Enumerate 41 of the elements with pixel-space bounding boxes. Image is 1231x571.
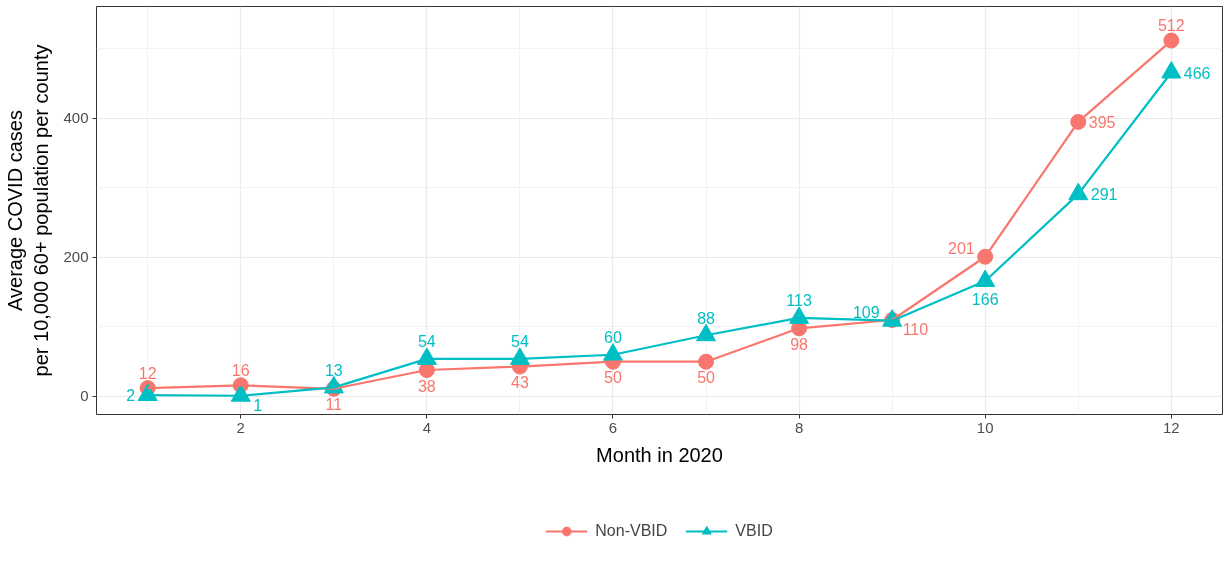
point [137,383,158,402]
y-axis-title: Average COVID cases per 10,000 60+ population per county [4,44,53,377]
x-tick-label: 10 [976,418,994,436]
data-label: 50 [604,369,622,387]
data-label: 201 [948,239,975,257]
data-label: 110 [902,320,929,338]
data-label: 166 [971,290,999,308]
x-axis-title: Month in 2020 [596,443,723,466]
point [602,343,623,361]
y-tick-label: 0 [80,387,89,405]
x-tick-label: 8 [794,418,804,436]
data-label: 38 [417,377,436,395]
data-label: 54 [417,333,436,351]
data-label: 109 [852,303,880,321]
data-label: 16 [231,361,250,379]
data-label: 11 [325,396,343,414]
point [1163,32,1180,49]
legend-label: Non-VBID [595,522,668,540]
data-label: 113 [786,292,812,310]
data-label: 512 [1157,17,1185,35]
data-label: 50 [697,369,716,387]
data-label: 60 [604,329,622,347]
data-label: 291 [1090,186,1118,204]
data-label: 13 [324,361,343,379]
legend-label: VBID [735,522,773,540]
data-label: 43 [511,374,529,392]
y-tick-label: 400 [63,109,89,127]
data-label: 466 [1183,64,1211,82]
y-tick-label: 200 [63,248,89,266]
x-tick-label: 12 [1162,418,1180,436]
x-tick-label: 2 [236,418,245,436]
x-tick-label: 4 [422,418,432,436]
data-label: 1 [253,396,263,414]
data-label: 98 [790,335,809,353]
data-label: 12 [138,364,157,382]
point [1161,61,1182,79]
data-label: 88 [697,309,716,327]
data-label: 54 [511,333,529,351]
x-tick-label: 6 [608,418,618,436]
data-label: 2 [126,387,136,405]
data-label: 395 [1088,113,1116,131]
